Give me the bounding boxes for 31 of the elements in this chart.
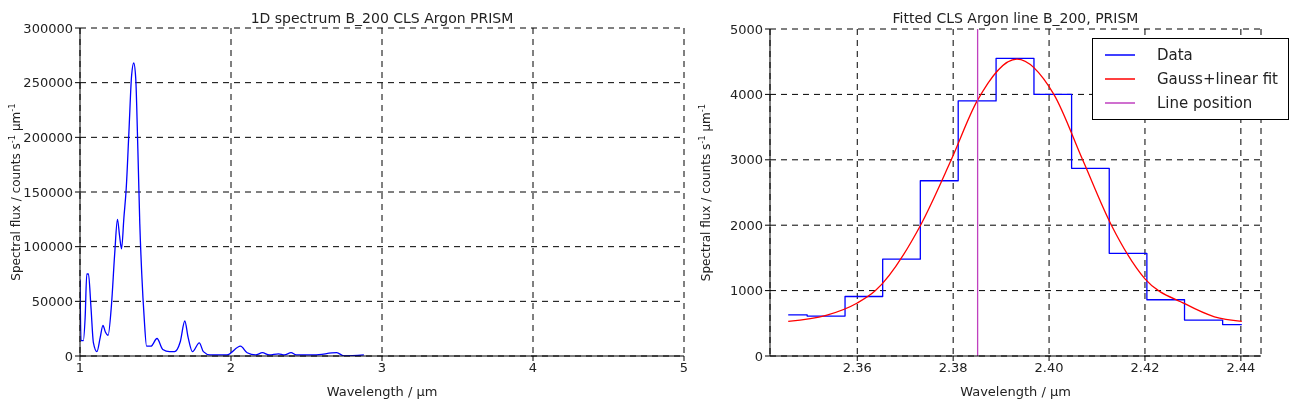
y-tick-label: 50000 [31, 293, 73, 309]
y-tick-label: 4000 [729, 87, 763, 103]
y-tick-label: 150000 [23, 184, 73, 200]
legend-label: Line position [1156, 94, 1253, 112]
chart-title: Fitted CLS Argon line B_200, PRISM [891, 10, 1140, 26]
x-tick-label: 2.38 [938, 360, 968, 376]
x-axis-title: Wavelength / µm [960, 384, 1071, 399]
y-tick-label: 5000 [729, 21, 763, 37]
x-tick-label: 2 [226, 360, 236, 376]
y-tick-label: 250000 [23, 75, 73, 91]
x-axis-title: Wavelength / µm [326, 384, 438, 399]
x-tick-label: 3 [377, 360, 387, 376]
x-tick-label: 2.40 [1034, 360, 1064, 376]
y-tick-label: 1000 [729, 283, 763, 299]
x-tick-label: 5 [679, 360, 689, 376]
x-tick-label: 2.36 [842, 360, 872, 376]
line-series [80, 62, 365, 356]
legend-label: Gauss+linear fit [1156, 70, 1278, 88]
x-tick-label: 2.44 [1226, 360, 1256, 376]
y-tick-label: 0 [754, 348, 763, 364]
y-tick-label: 0 [64, 348, 73, 364]
y-tick-label: 300000 [23, 20, 73, 36]
legend-label: Data [1156, 46, 1193, 64]
x-tick-label: 4 [528, 360, 538, 376]
chart-title: 1D spectrum B_200 CLS Argon PRISM [249, 10, 515, 26]
y-tick-label: 100000 [23, 239, 73, 255]
y-tick-label: 2000 [729, 217, 763, 233]
x-tick-label: 2.42 [1130, 360, 1160, 376]
x-tick-label: 1 [75, 360, 85, 376]
y-tick-label: 3000 [729, 152, 763, 168]
y-tick-label: 200000 [23, 129, 73, 145]
